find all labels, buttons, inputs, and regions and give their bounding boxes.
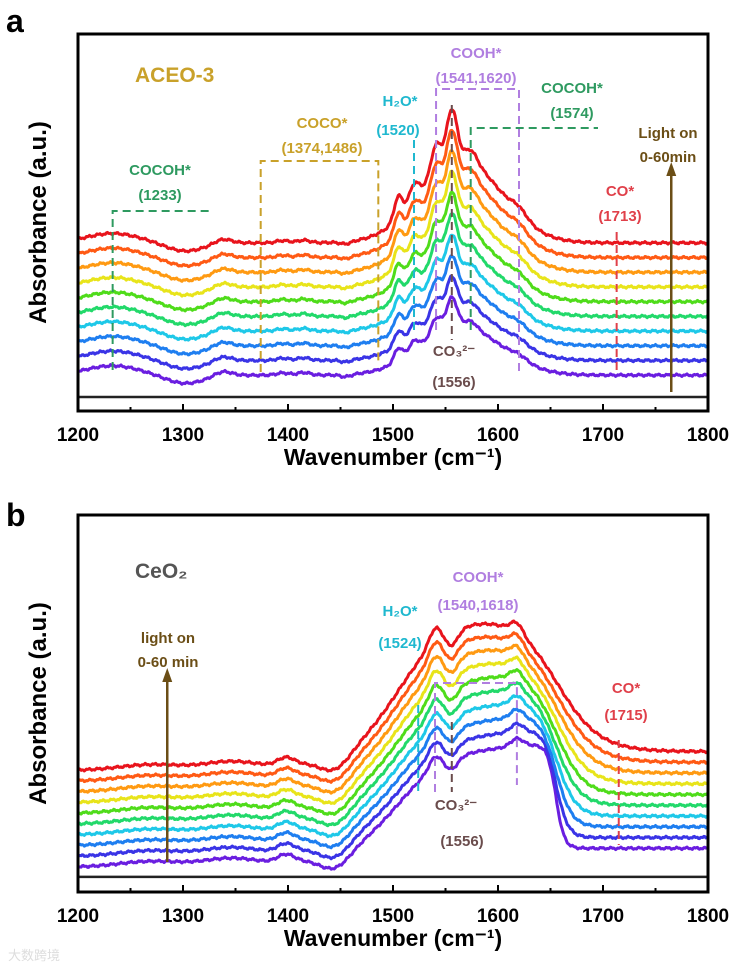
arrow-head-icon: [162, 668, 173, 682]
anno-co3-value: (1556): [432, 374, 475, 391]
spectrum-48min: [76, 631, 709, 784]
x-axis-label: Wavenumber (cm⁻¹): [284, 444, 502, 470]
anno-co-value-b: (1715): [604, 707, 647, 724]
spectrum-0min: [76, 295, 709, 386]
light-duration-label-b: 0-60 min: [138, 654, 199, 671]
x-tick-label: 1300: [162, 906, 204, 927]
spectrum-12min: [76, 254, 709, 357]
x-tick-label: 1600: [477, 906, 519, 927]
annotation-lines-a: [111, 88, 677, 392]
panel-b: b 1200 1300 1400 1500 1600 1700 1800 Wavenumber…: [6, 497, 729, 951]
panel-letter-a: a: [6, 3, 24, 39]
spectrum-42min: [76, 149, 709, 283]
cocoh-1233-marker: [111, 210, 210, 370]
spectrum-42min: [76, 643, 709, 795]
spectrum-18min: [76, 233, 710, 342]
y-axis-label: Absorbance (a.u.): [25, 121, 52, 324]
anno-h2o-value: (1520): [376, 122, 419, 139]
panel-letter-b: b: [6, 497, 26, 533]
coco-bracket: [259, 160, 380, 372]
x-tick-label: 1500: [372, 425, 414, 446]
anno-cocoh-1574-value: (1574): [550, 105, 593, 122]
spectrum-36min: [76, 169, 709, 298]
sample-label-b: CeO₂: [135, 560, 188, 583]
cocoh-1574-marker: [469, 127, 598, 330]
anno-co3-name: CO₃²⁻: [433, 343, 475, 360]
spectrum-6min: [76, 274, 709, 371]
spectrum-30min: [77, 190, 709, 313]
spectrum-36min: [77, 655, 709, 805]
spectrum-12min: [76, 707, 709, 850]
annotation-lines-b: [162, 668, 620, 862]
watermark: 大数跨境: [8, 948, 60, 963]
x-tick-label: 1700: [582, 906, 624, 927]
anno-cocoh-1574-name: COCOH*: [541, 80, 603, 97]
x-tick-label: 1400: [267, 425, 309, 446]
spectrum-24min: [77, 681, 709, 828]
anno-cocoh-1233-value: (1233): [138, 187, 181, 204]
x-tick-label: 1200: [57, 425, 99, 446]
x-tick-label: 1300: [162, 425, 204, 446]
anno-coco-value: (1374,1486): [282, 140, 363, 157]
y-axis-label: Absorbance (a.u.): [25, 602, 52, 805]
x-tick-label: 1200: [57, 906, 99, 927]
axes-a: 1200 1300 1400 1500 1600 1700 1800 Wavenumber (…: [25, 32, 729, 470]
anno-co-name-b: CO*: [612, 680, 641, 697]
light-duration-label-a: 0-60min: [640, 149, 697, 166]
x-tick-label: 1500: [372, 906, 414, 927]
anno-cooh-name-b: COOH*: [453, 569, 504, 586]
anno-co3-value-b: (1556): [440, 833, 483, 850]
anno-cocoh-1233-name: COCOH*: [129, 162, 191, 179]
spectrum-18min: [76, 694, 709, 839]
cooh-bracket-b: [434, 682, 518, 792]
light-on-label-b: light on: [141, 630, 195, 647]
anno-co-value: (1713): [598, 208, 641, 225]
panel-a: a 1200 1300 1400 1500 1600 1700 1800 Wavenumber…: [6, 3, 729, 470]
anno-cooh-value-b: (1540,1618): [438, 597, 519, 614]
x-tick-label: 1400: [267, 906, 309, 927]
spectrum-6min: [76, 721, 709, 861]
anno-cooh-value: (1541,1620): [436, 70, 517, 87]
spectrum-54min: [76, 619, 709, 773]
sample-label-a: ACEO-3: [135, 64, 214, 87]
x-axis-label: Wavenumber (cm⁻¹): [284, 925, 502, 951]
spectrum-54min: [76, 108, 709, 254]
cooh-bracket: [435, 88, 520, 372]
spectra-a: [76, 108, 710, 399]
arrow-head-icon: [666, 162, 677, 176]
spectrum-24min: [77, 212, 709, 328]
x-tick-label: 1600: [477, 425, 519, 446]
spectrum-30min: [77, 668, 709, 816]
axes-b: 1200 1300 1400 1500 1600 1700 1800 Wavenumber (…: [25, 513, 729, 951]
spectrum-48min: [76, 128, 709, 269]
spectrum-0min: [76, 735, 709, 871]
x-tick-label: 1700: [582, 425, 624, 446]
x-tick-label: 1800: [687, 425, 729, 446]
anno-co3-name-b: CO₃²⁻: [435, 797, 477, 814]
anno-cooh-name: COOH*: [451, 45, 502, 62]
x-tick-label: 1800: [687, 906, 729, 927]
anno-h2o-name-b: H₂O*: [382, 603, 417, 620]
spectra-b: [76, 619, 709, 879]
anno-co-name: CO*: [606, 183, 635, 200]
light-on-label-a: Light on: [638, 125, 697, 142]
anno-coco-name: COCO*: [297, 115, 348, 132]
anno-h2o-value-b: (1524): [378, 635, 421, 652]
anno-h2o-name: H₂O*: [382, 93, 417, 110]
